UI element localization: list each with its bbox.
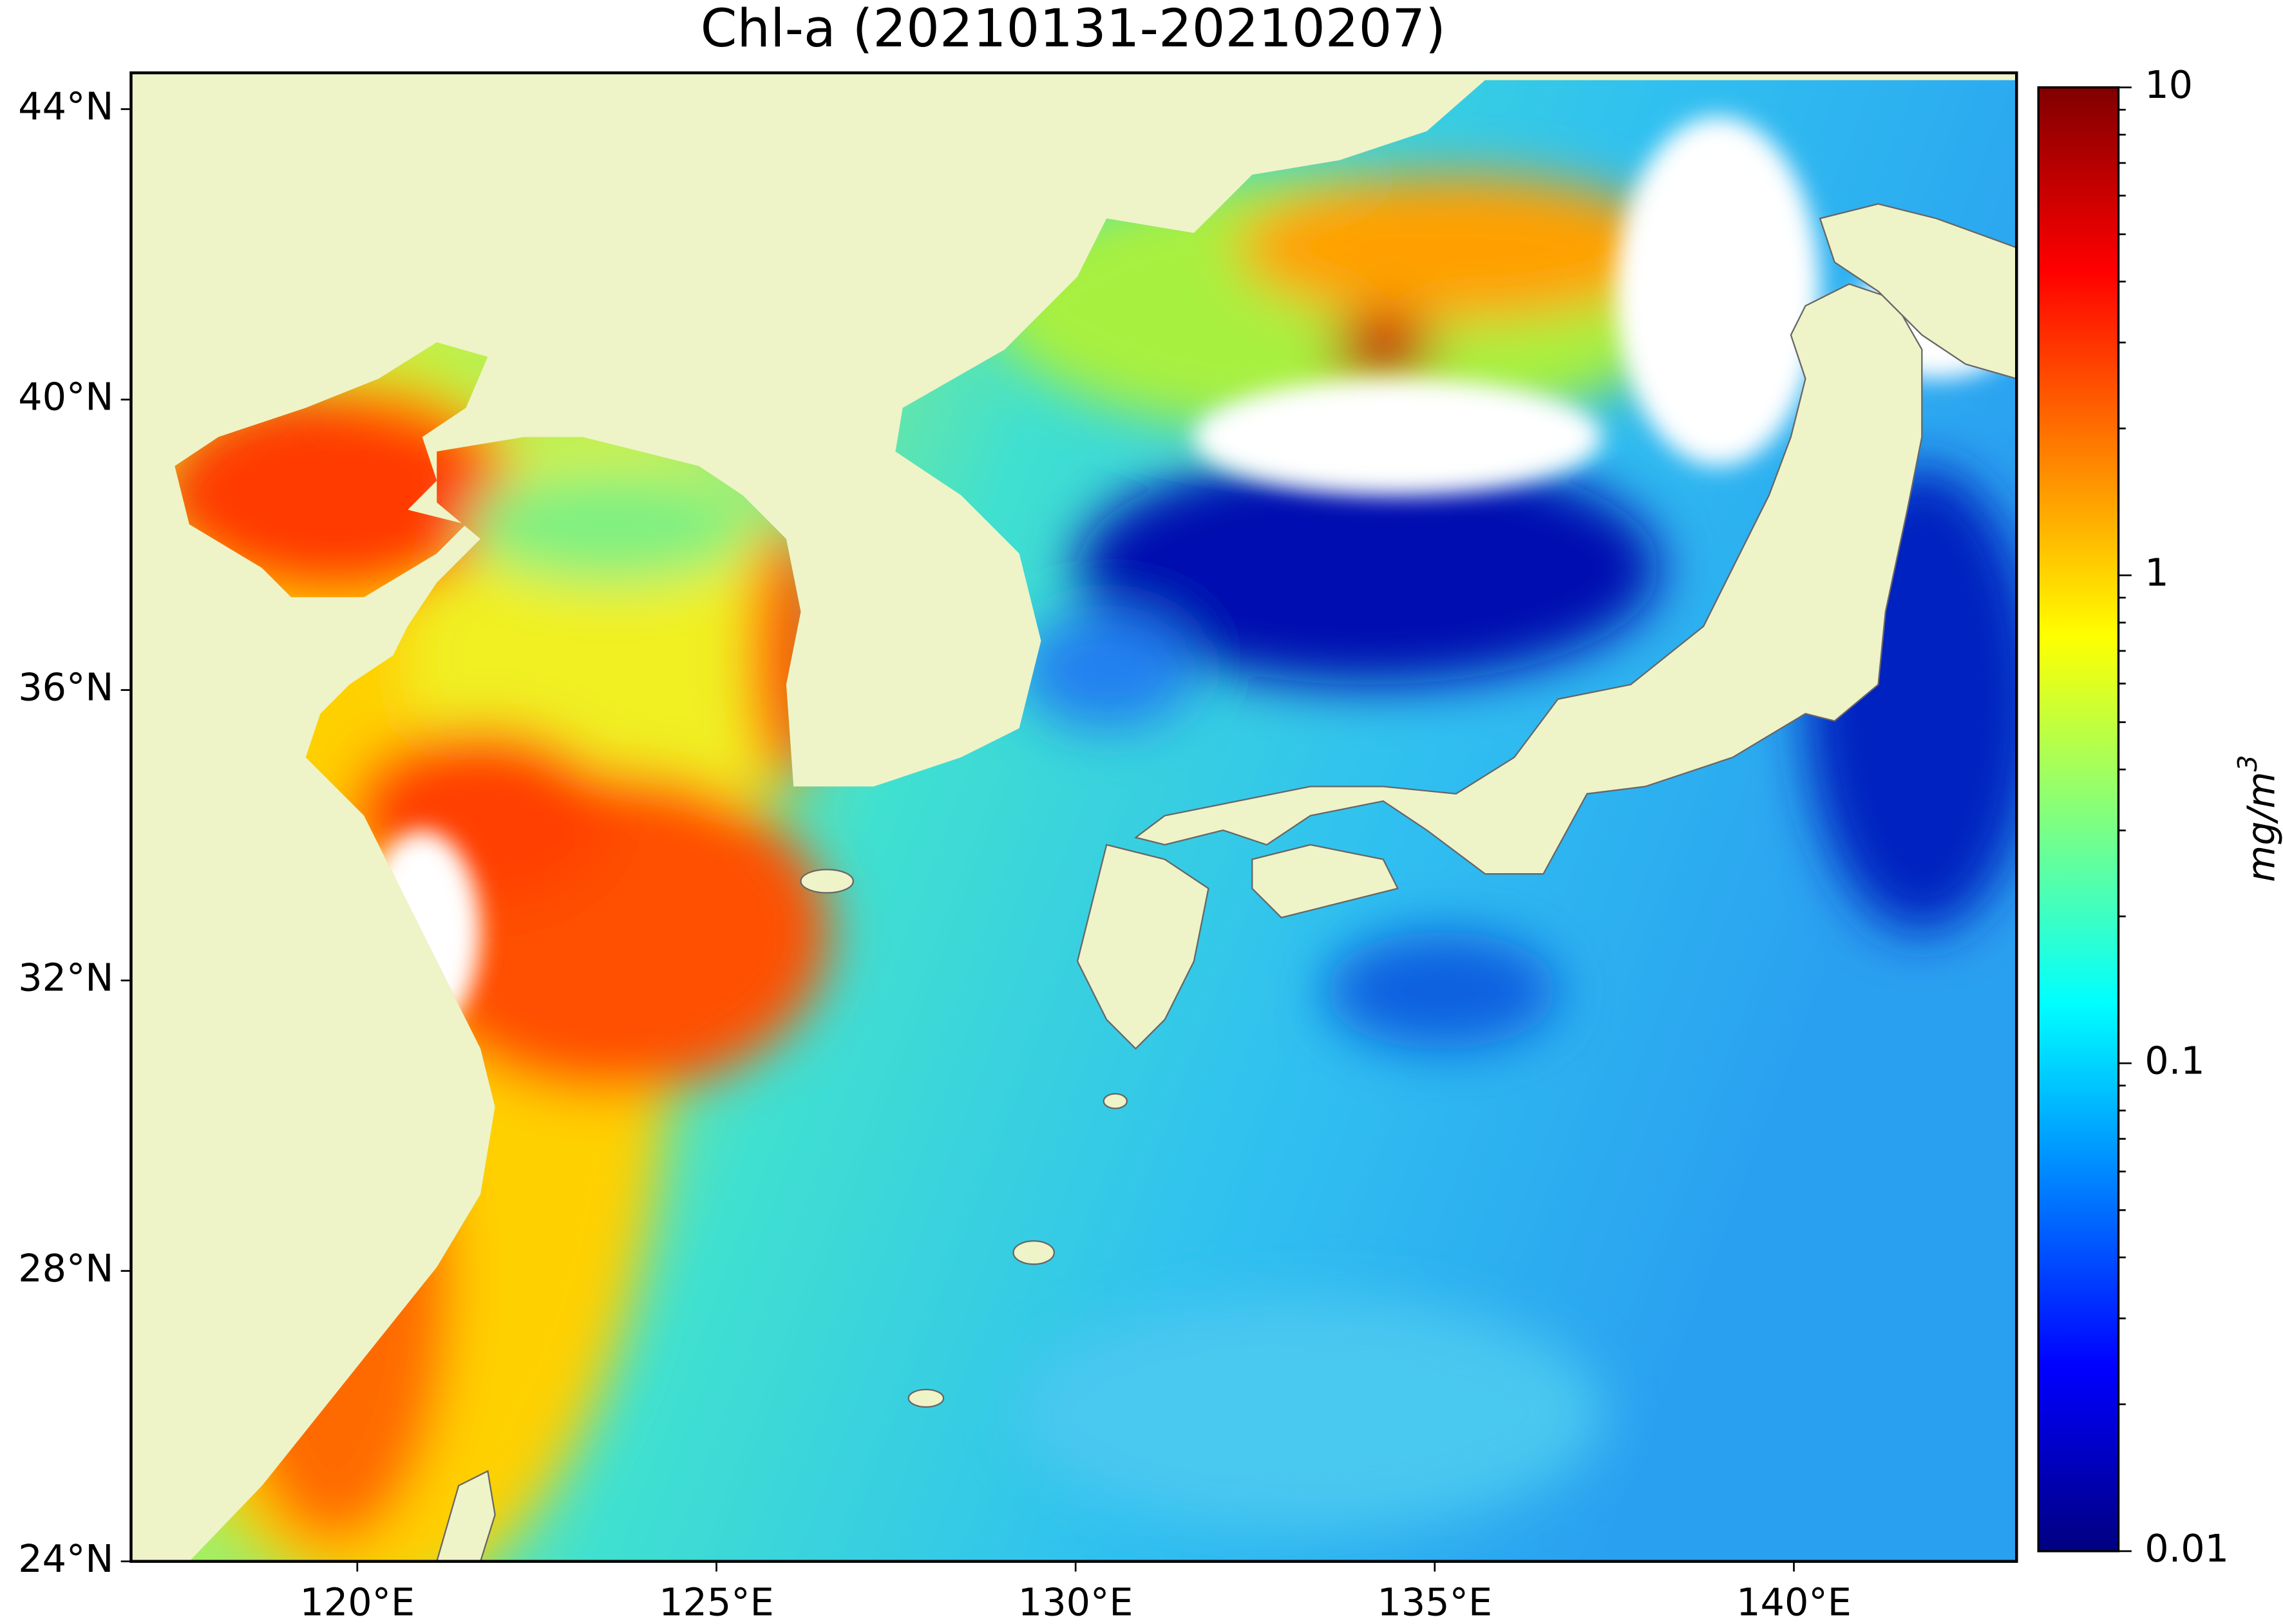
colorbar-label-text: mg/m — [2239, 771, 2283, 882]
x-tick-label: 140°E — [1736, 1580, 1852, 1624]
colorbar-label: mg/m3 — [2232, 755, 2283, 882]
island — [907, 1388, 945, 1408]
islands — [436, 203, 2017, 1562]
x-tick-label: 130°E — [1018, 1580, 1133, 1624]
patch — [1325, 932, 1558, 1049]
plot-frame — [129, 71, 2018, 1563]
patch — [1077, 451, 1660, 685]
colorbar-tick-label: 0.01 — [2145, 1526, 2229, 1571]
y-tick-label: 36°N — [18, 665, 113, 710]
y-tick-label: 40°N — [18, 375, 113, 419]
colorbar-tick-label: 0.1 — [2145, 1038, 2204, 1082]
island — [1103, 1093, 1128, 1109]
honshu — [1133, 283, 1923, 875]
x-tick-label: 135°E — [1377, 1580, 1492, 1624]
colorbar-tick-label: 1 — [2145, 551, 2168, 595]
map-title: Chl-a (20210131-20210207) — [701, 0, 1446, 59]
shikoku — [1251, 844, 1399, 919]
y-tick-label: 32°N — [18, 956, 113, 1000]
y-tick-label: 24°N — [18, 1536, 113, 1581]
kyushu — [1076, 844, 1209, 1050]
colorbar — [2037, 86, 2120, 1553]
map-area — [131, 73, 2017, 1562]
colorbar-label-superscript: 3 — [2232, 755, 2263, 771]
patch — [1019, 611, 1194, 728]
patch — [1332, 313, 1434, 386]
taiwan — [436, 1469, 496, 1562]
patch — [1237, 175, 1674, 321]
colorbar-tick-label: 10 — [2145, 62, 2193, 107]
island — [1012, 1240, 1055, 1265]
y-tick-label: 44°N — [18, 84, 113, 129]
patch — [175, 393, 510, 598]
jeju — [800, 869, 854, 894]
hokkaido — [1819, 203, 2017, 380]
cloud — [1616, 116, 1821, 466]
x-tick-label: 125°E — [659, 1580, 774, 1624]
y-tick-label: 28°N — [18, 1246, 113, 1290]
cloud — [1193, 379, 1602, 496]
patch — [1019, 1296, 1602, 1529]
x-tick-label: 120°E — [299, 1580, 415, 1624]
patch — [466, 466, 757, 583]
